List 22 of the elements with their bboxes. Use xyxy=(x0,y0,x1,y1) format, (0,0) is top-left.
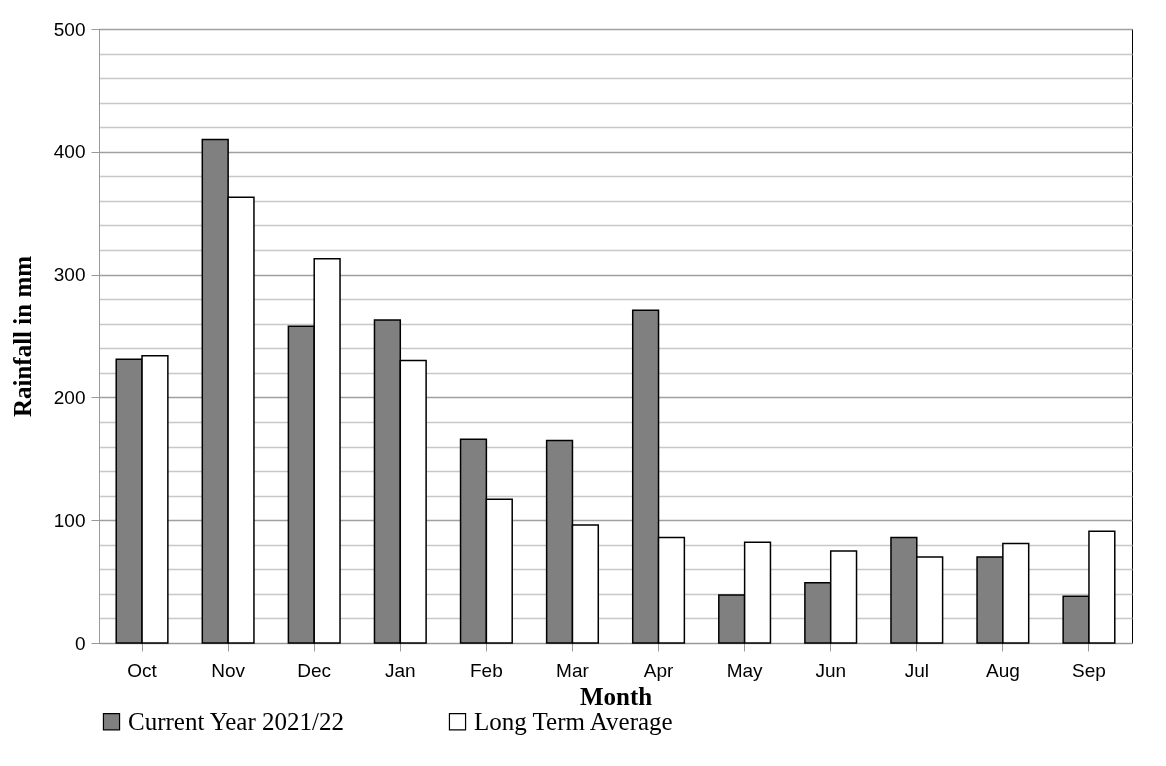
legend-label: Long Term Average xyxy=(474,707,673,735)
x-axis-title: Month xyxy=(579,682,653,710)
y-tick-label: 500 xyxy=(53,18,86,40)
x-tick-label: Dec xyxy=(297,659,332,681)
x-tick-label: Mar xyxy=(556,659,590,681)
x-tick-label: Jun xyxy=(815,659,847,681)
y-tick-label: 100 xyxy=(53,509,86,531)
y-tick-label: 0 xyxy=(74,632,86,654)
x-tick-label: Aug xyxy=(985,659,1020,681)
x-tick-label: Oct xyxy=(127,659,158,681)
y-tick-label: 400 xyxy=(53,141,86,163)
x-tick-label: Apr xyxy=(643,659,674,681)
x-tick-label: Nov xyxy=(211,659,246,681)
y-axis-title: Rainfall in mm xyxy=(8,255,36,418)
x-tick-label: Jan xyxy=(384,659,416,681)
x-tick-label: Jul xyxy=(904,659,929,681)
y-tick-label: 300 xyxy=(53,264,86,286)
x-tick-label: Feb xyxy=(470,659,503,681)
x-tick-label: May xyxy=(726,659,764,681)
legend-label: Current Year 2021/22 xyxy=(128,707,344,735)
x-tick-label: Sep xyxy=(1072,659,1106,681)
y-tick-label: 200 xyxy=(53,386,86,408)
